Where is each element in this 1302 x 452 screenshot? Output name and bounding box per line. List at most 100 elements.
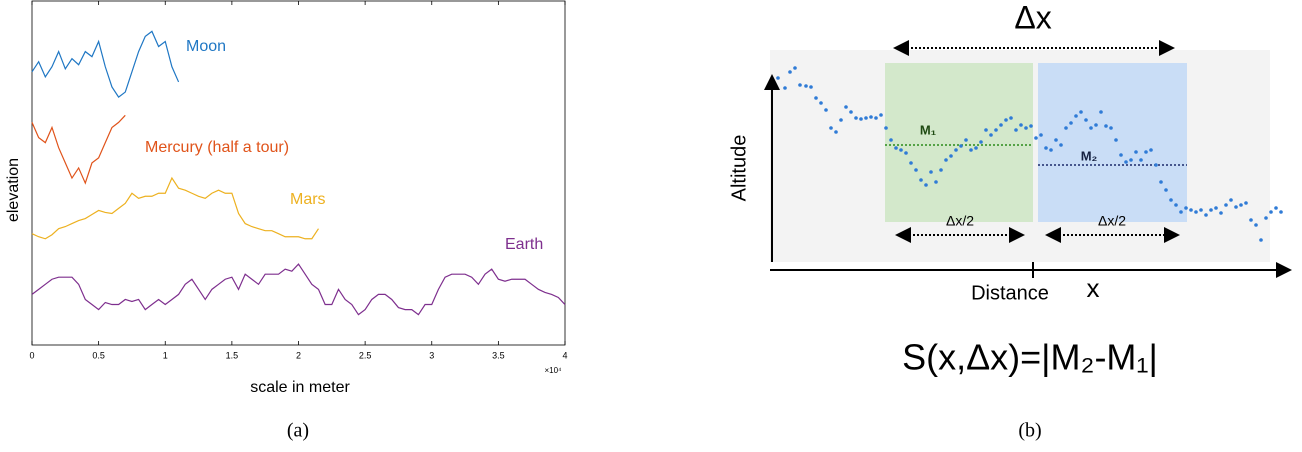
formula: S(x,Δx)=|M₂-M₁| — [902, 337, 1158, 378]
series-line — [31, 263, 566, 316]
altitude-dot — [1009, 116, 1013, 120]
altitude-dot — [924, 183, 928, 187]
altitude-dot — [1084, 118, 1088, 122]
x-tick-label: 1 — [163, 350, 168, 360]
half-label: Δx/2 — [1098, 213, 1126, 229]
altitude-dot — [1029, 124, 1033, 128]
caption: (b) — [1018, 420, 1041, 442]
series-label: Moon — [186, 38, 226, 55]
altitude-dot — [844, 105, 848, 109]
altitude-dot — [1194, 210, 1198, 214]
x-axis-label: Distance — [971, 282, 1049, 304]
altitude-dot — [1274, 206, 1278, 210]
altitude-dot — [1239, 203, 1243, 207]
left-window — [885, 63, 1033, 222]
altitude-dot — [974, 146, 978, 150]
altitude-dot — [859, 117, 863, 121]
altitude-dot — [824, 108, 828, 112]
altitude-dot — [1254, 223, 1258, 227]
altitude-dot — [1074, 114, 1078, 118]
altitude-dot — [959, 144, 963, 148]
x-tick-label: 3.5 — [492, 350, 505, 360]
altitude-dot — [1034, 136, 1038, 140]
altitude-dot — [788, 70, 792, 74]
altitude-dot — [1169, 198, 1173, 202]
series-label: Earth — [505, 236, 543, 253]
altitude-dot — [909, 161, 913, 165]
altitude-dot — [1214, 206, 1218, 210]
altitude-dot — [783, 86, 787, 90]
x-multiplier: ×10⁴ — [544, 366, 562, 375]
x-tick-label: 3 — [429, 350, 434, 360]
altitude-dot — [1004, 118, 1008, 122]
x-tick-label: 0.5 — [92, 350, 105, 360]
altitude-dot — [834, 130, 838, 134]
altitude-dot — [1014, 128, 1018, 132]
half-label: Δx/2 — [946, 213, 974, 229]
plot-frame — [31, 0, 566, 346]
altitude-dot — [874, 116, 878, 120]
altitude-dot — [1224, 203, 1228, 207]
altitude-dot — [1244, 201, 1248, 205]
altitude-dot — [1119, 153, 1123, 157]
series-line — [31, 30, 180, 98]
altitude-dot — [1139, 158, 1143, 162]
altitude-dot — [1019, 123, 1023, 127]
altitude-dot — [1129, 158, 1133, 162]
x-tick-label: 1.5 — [226, 350, 239, 360]
altitude-dot — [1149, 148, 1153, 152]
altitude-dot — [776, 76, 780, 80]
altitude-dot — [1109, 126, 1113, 130]
altitude-dot — [969, 148, 973, 152]
altitude-dot — [1079, 110, 1083, 114]
altitude-dot — [1189, 208, 1193, 212]
altitude-dot — [939, 168, 943, 172]
x-mark: x — [1087, 273, 1100, 303]
caption: (a) — [287, 420, 309, 442]
x-tick-label: 4 — [562, 350, 567, 360]
altitude-dot — [919, 178, 923, 182]
altitude-dot — [884, 126, 888, 130]
altitude-dot — [1199, 208, 1203, 212]
altitude-dot — [1054, 138, 1058, 142]
m2: M₂ — [1081, 148, 1098, 163]
series-label: Mars — [290, 191, 326, 208]
altitude-dot — [1184, 206, 1188, 210]
altitude-dot — [914, 168, 918, 172]
altitude-dot — [1124, 160, 1128, 164]
altitude-dot — [1059, 143, 1063, 147]
altitude-dot — [944, 158, 948, 162]
altitude-dot — [814, 96, 818, 100]
series-line — [31, 114, 126, 185]
altitude-dot — [1024, 126, 1028, 130]
altitude-dot — [889, 138, 893, 142]
altitude-dot — [854, 116, 858, 120]
altitude-dot — [994, 128, 998, 132]
y-axis-label: Altitude — [728, 135, 750, 202]
altitude-dot — [869, 115, 873, 119]
altitude-dot — [1069, 121, 1073, 125]
altitude-dot — [1039, 133, 1043, 137]
altitude-dot — [964, 138, 968, 142]
altitude-dot — [1099, 110, 1103, 114]
altitude-dot — [1259, 238, 1263, 242]
altitude-dot — [929, 170, 933, 174]
altitude-dot — [899, 148, 903, 152]
altitude-dot — [849, 110, 853, 114]
series-label: Mercury (half a tour) — [145, 139, 289, 156]
altitude-dot — [1134, 150, 1138, 154]
altitude-dot — [1064, 126, 1068, 130]
altitude-dot — [1159, 180, 1163, 184]
right-window — [1038, 63, 1187, 222]
altitude-dot — [864, 116, 868, 120]
altitude-dot — [1174, 203, 1178, 207]
altitude-dot — [879, 113, 883, 117]
altitude-dot — [1229, 198, 1233, 202]
x-tick-label: 2.5 — [359, 350, 372, 360]
altitude-dot — [809, 85, 813, 89]
series-line — [31, 176, 319, 240]
delta-x: Δx — [1014, 0, 1051, 35]
altitude-dot — [798, 83, 802, 87]
